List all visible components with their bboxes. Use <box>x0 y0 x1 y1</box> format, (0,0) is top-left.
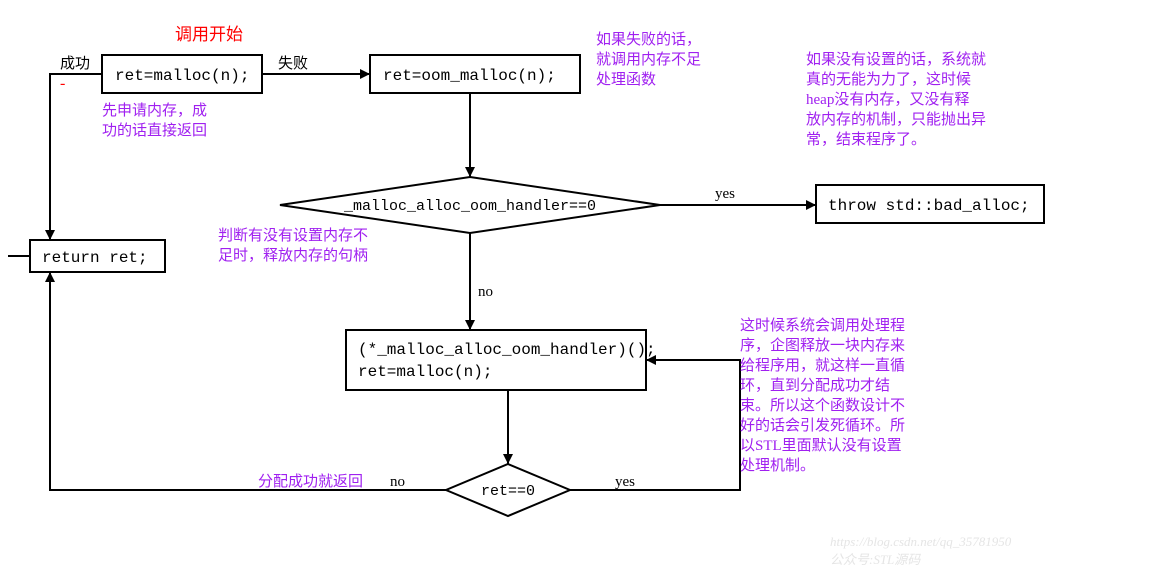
annotation-a2: 如果失败的话， 就调用内存不足处理函数 <box>596 31 701 88</box>
edge-label: yes <box>715 186 735 202</box>
svg-text:这时候系统会调用处理程: 这时候系统会调用处理程 <box>740 317 905 334</box>
edge-label: no <box>390 474 405 490</box>
svg-text:束。所以这个函数设计不: 束。所以这个函数设计不 <box>740 397 905 414</box>
svg-text:以STL里面默认没有设置: 以STL里面默认没有设置 <box>740 437 902 454</box>
node-text: ret=malloc(n); <box>115 67 249 85</box>
svg-text:heap没有内存，又没有释: heap没有内存，又没有释 <box>806 91 969 108</box>
annotation-a4: 如果没有设置的话，系统就真的无能为力了，这时候 heap没有内存，又没有释放内存的… <box>806 51 986 148</box>
annotation-a6: 分配成功就返回 <box>258 473 363 490</box>
svg-text:足时，释放内存的句柄: 足时，释放内存的句柄 <box>218 247 368 264</box>
edge-label: 失败 <box>278 55 308 72</box>
svg-text:如果没有设置的话，系统就: 如果没有设置的话，系统就 <box>806 51 986 68</box>
node-n1: ret=malloc(n); <box>102 55 262 93</box>
watermark: https://blog.csdn.net/qq_35781950 公众号:STL… <box>830 534 1012 567</box>
node-text: throw std::bad_alloc; <box>828 197 1030 215</box>
svg-text:分配成功就返回: 分配成功就返回 <box>258 473 363 490</box>
svg-text:如果失败的话，: 如果失败的话， <box>596 31 701 48</box>
svg-text:给程序用，就这样一直循: 给程序用，就这样一直循 <box>740 357 905 374</box>
annotation-a5: 这时候系统会调用处理程序，企图释放一块内存来给程序用，就这样一直循环，直到分配成… <box>740 317 905 474</box>
node-n7: return ret; <box>30 240 165 272</box>
flowchart-canvas: ret=malloc(n); ret=oom_malloc(n); _malloc_… <box>0 0 1167 575</box>
node-n5: (*_malloc_alloc_oom_handler)(); ret=mall… <box>346 330 656 390</box>
node-text: ret=malloc(n); <box>358 363 492 381</box>
svg-text:就调用内存不足: 就调用内存不足 <box>596 51 701 68</box>
edge-label: 成功 <box>60 55 90 72</box>
edge-label: yes <box>615 474 635 490</box>
svg-text:序，企图释放一块内存来: 序，企图释放一块内存来 <box>740 336 905 354</box>
annotation-a1: 先申请内存，成功的话直接返回 <box>102 102 207 139</box>
svg-text:处理机制。: 处理机制。 <box>740 457 815 474</box>
node-text: _malloc_alloc_oom_handler==0 <box>343 198 596 215</box>
node-n4: throw std::bad_alloc; <box>816 185 1044 223</box>
svg-text:好的话会引发死循环。所: 好的话会引发死循环。所 <box>740 417 905 434</box>
node-text: ret=oom_malloc(n); <box>383 67 556 85</box>
node-n6: ret==0 <box>446 464 570 516</box>
annotation-a3: 判断有没有设置内存不足时，释放内存的句柄 <box>218 227 368 264</box>
node-text: ret==0 <box>481 483 535 500</box>
svg-text:处理函数: 处理函数 <box>596 71 656 88</box>
node-text: (*_malloc_alloc_oom_handler)(); <box>358 341 656 359</box>
svg-text:放内存的机制，只能抛出异: 放内存的机制，只能抛出异 <box>806 111 986 128</box>
edge-label: no <box>478 284 493 300</box>
svg-text:判断有没有设置内存不: 判断有没有设置内存不 <box>218 227 368 244</box>
svg-text:https://blog.csdn.net/qq_35781: https://blog.csdn.net/qq_35781950 <box>830 534 1012 549</box>
svg-text:功的话直接返回: 功的话直接返回 <box>102 122 207 139</box>
svg-text:常，结束程序了。: 常，结束程序了。 <box>806 131 926 148</box>
svg-text:先申请内存，成: 先申请内存，成 <box>102 102 207 119</box>
svg-text:公众号:STL源码: 公众号:STL源码 <box>830 552 921 567</box>
svg-text:真的无能为力了，这时候: 真的无能为力了，这时候 <box>806 70 971 88</box>
edge-e_succ <box>50 74 102 240</box>
node-n3: _malloc_alloc_oom_handler==0 <box>280 177 660 233</box>
diagram-title: 调用开始 <box>175 25 243 44</box>
svg-text:环，直到分配成功才结: 环，直到分配成功才结 <box>740 377 890 394</box>
dash-mark: - <box>60 75 65 92</box>
node-n2: ret=oom_malloc(n); <box>370 55 580 93</box>
node-text: return ret; <box>42 249 148 267</box>
